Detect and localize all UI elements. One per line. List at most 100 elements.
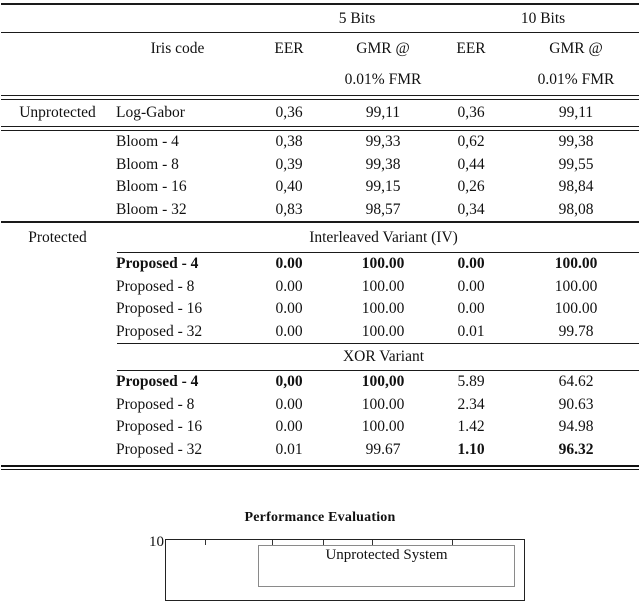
gmr-10bits-cell: 94.98 bbox=[558, 418, 594, 436]
column-header-row-1: Iris code EER GMR @ EER GMR @ bbox=[1, 33, 639, 64]
plot-box: Unprotected System bbox=[165, 539, 525, 601]
gmr-10bits-cell: 100.00 bbox=[554, 300, 598, 318]
eer-10bits-cell: 0,62 bbox=[457, 133, 485, 151]
eer-5bits-cell: 0,39 bbox=[275, 155, 303, 173]
axis-tick bbox=[323, 540, 325, 545]
bit-group-header-row: 5 Bits 10 Bits bbox=[1, 5, 639, 32]
table-bottom-rule bbox=[1, 465, 639, 470]
table-row: Proposed - 16 0.00 100.00 0.00 100.00 bbox=[1, 298, 639, 321]
iris-code-cell: Bloom - 4 bbox=[116, 133, 179, 151]
gmr-5bits-cell: 99.67 bbox=[365, 440, 401, 458]
iris-code-cell: Proposed - 32 bbox=[116, 322, 203, 340]
xor-variant-heading: XOR Variant bbox=[342, 348, 425, 365]
unprotected-section: Unprotected Log-Gabor 0,36 99,11 0,36 99… bbox=[1, 100, 639, 126]
axis-tick bbox=[272, 540, 274, 545]
cline-rule bbox=[117, 252, 639, 253]
gmr-10bits-cell: 99,11 bbox=[558, 104, 594, 121]
gmr-5bits-cell: 100.00 bbox=[361, 300, 405, 318]
iris-code-cell: Proposed - 8 bbox=[116, 277, 195, 295]
iv-heading-row: Protected Interleaved Variant (IV) bbox=[1, 223, 639, 252]
eer-5bits-cell: 0,00 bbox=[275, 373, 303, 391]
gmr-10bits-cell: 90.63 bbox=[558, 395, 594, 413]
table-row: Proposed - 4 0,00 100,00 5.89 64.62 bbox=[1, 371, 639, 394]
axis-tick bbox=[452, 540, 454, 545]
iv-section: Proposed - 4 0.00 100.00 0.00 100.00 Pro… bbox=[1, 253, 639, 343]
figure-title: Performance Evaluation bbox=[244, 510, 396, 525]
table-row: Bloom - 32 0,83 98,57 0,34 98,08 bbox=[1, 199, 639, 222]
bloom-section: Bloom - 4 0,38 99,33 0,62 99,38 Bloom - … bbox=[1, 131, 639, 221]
eer-10bits-cell: 0,36 bbox=[457, 104, 485, 121]
eer-10bits-cell: 0,26 bbox=[457, 178, 485, 196]
eer-5bits-cell: 0,40 bbox=[275, 178, 303, 196]
eer-10bits-cell: 2.34 bbox=[457, 395, 485, 413]
header-iris-code: Iris code bbox=[150, 39, 205, 57]
xor-section: Proposed - 4 0,00 100,00 5.89 64.62 Prop… bbox=[1, 371, 639, 461]
gmr-10bits-cell: 99.78 bbox=[558, 322, 594, 340]
header-fmr-5bits: 0.01% FMR bbox=[344, 70, 422, 88]
group-header-5bits: 5 Bits bbox=[338, 9, 376, 27]
double-rule bbox=[1, 126, 639, 131]
header-gmr-5bits: GMR @ bbox=[356, 39, 410, 57]
eer-10bits-cell: 0.01 bbox=[457, 322, 485, 340]
table-row: Proposed - 4 0.00 100.00 0.00 100.00 bbox=[1, 253, 639, 276]
gmr-10bits-cell: 64.62 bbox=[558, 373, 594, 391]
gmr-5bits-cell: 99,11 bbox=[365, 104, 401, 121]
axis-tick bbox=[372, 540, 374, 545]
legend-item-label: Unprotected System bbox=[325, 547, 448, 563]
table-row: Proposed - 8 0.00 100.00 2.34 90.63 bbox=[1, 394, 639, 417]
gmr-5bits-cell: 99,38 bbox=[365, 155, 401, 173]
group-label: Unprotected bbox=[19, 104, 96, 121]
gmr-10bits-cell: 99,38 bbox=[558, 133, 594, 151]
header-fmr-10bits: 0.01% FMR bbox=[537, 70, 615, 88]
cline-rule bbox=[117, 343, 639, 344]
eer-10bits-cell: 1.42 bbox=[457, 418, 485, 436]
table-row: Unprotected Log-Gabor 0,36 99,11 0,36 99… bbox=[1, 100, 639, 126]
iris-code-cell: Proposed - 4 bbox=[116, 255, 199, 273]
header-eer-10bits: EER bbox=[456, 39, 486, 57]
iris-code-cell: Log-Gabor bbox=[116, 104, 185, 121]
eer-5bits-cell: 0,83 bbox=[275, 200, 303, 218]
protected-group-label: Protected bbox=[28, 228, 87, 246]
eer-5bits-cell: 0.00 bbox=[275, 300, 303, 318]
eer-5bits-cell: 0,38 bbox=[275, 133, 303, 151]
gmr-5bits-cell: 99,15 bbox=[365, 178, 401, 196]
header-eer-5bits: EER bbox=[274, 39, 304, 57]
legend-box: Unprotected System bbox=[258, 545, 515, 587]
cline-rule bbox=[117, 370, 639, 371]
iris-code-cell: Bloom - 16 bbox=[116, 178, 187, 196]
results-table: 5 Bits 10 Bits Iris code EER GMR @ EER G… bbox=[1, 3, 639, 470]
axis-tick bbox=[205, 540, 207, 545]
table-row: Proposed - 16 0.00 100.00 1.42 94.98 bbox=[1, 416, 639, 439]
iris-code-cell: Proposed - 8 bbox=[116, 395, 195, 413]
gmr-5bits-cell: 98,57 bbox=[365, 200, 401, 218]
gmr-10bits-cell: 98,84 bbox=[558, 178, 594, 196]
gmr-5bits-cell: 100.00 bbox=[361, 395, 405, 413]
gmr-10bits-cell: 100.00 bbox=[554, 255, 598, 273]
eer-5bits-cell: 0.01 bbox=[275, 440, 303, 458]
iris-code-cell: Proposed - 16 bbox=[116, 418, 203, 436]
iris-code-cell: Proposed - 32 bbox=[116, 440, 203, 458]
column-header-row-2: 0.01% FMR 0.01% FMR bbox=[1, 64, 639, 95]
double-rule bbox=[1, 95, 639, 100]
iris-code-cell: Bloom - 32 bbox=[116, 200, 187, 218]
gmr-5bits-cell: 100.00 bbox=[361, 277, 405, 295]
gmr-10bits-cell: 96.32 bbox=[558, 440, 594, 458]
eer-10bits-cell: 0,34 bbox=[457, 200, 485, 218]
iris-code-cell: Bloom - 8 bbox=[116, 155, 179, 173]
gmr-5bits-cell: 99,33 bbox=[365, 133, 401, 151]
eer-5bits-cell: 0,36 bbox=[275, 104, 303, 121]
eer-10bits-cell: 0.00 bbox=[457, 255, 485, 273]
header-rule bbox=[1, 32, 639, 33]
xor-heading-row: XOR Variant bbox=[1, 344, 639, 370]
eer-5bits-cell: 0.00 bbox=[275, 418, 303, 436]
eer-5bits-cell: 0.00 bbox=[275, 255, 303, 273]
eer-10bits-cell: 1.10 bbox=[457, 440, 485, 458]
y-axis-tick-label: 10 bbox=[149, 534, 164, 550]
eer-10bits-cell: 0.00 bbox=[457, 300, 485, 318]
eer-10bits-cell: 0,44 bbox=[457, 155, 485, 173]
table-top-rule bbox=[1, 3, 639, 5]
iris-code-cell: Proposed - 16 bbox=[116, 300, 203, 318]
eer-10bits-cell: 5.89 bbox=[457, 373, 485, 391]
eer-5bits-cell: 0.00 bbox=[275, 395, 303, 413]
table-row: Proposed - 32 0.00 100.00 0.01 99.78 bbox=[1, 321, 639, 344]
